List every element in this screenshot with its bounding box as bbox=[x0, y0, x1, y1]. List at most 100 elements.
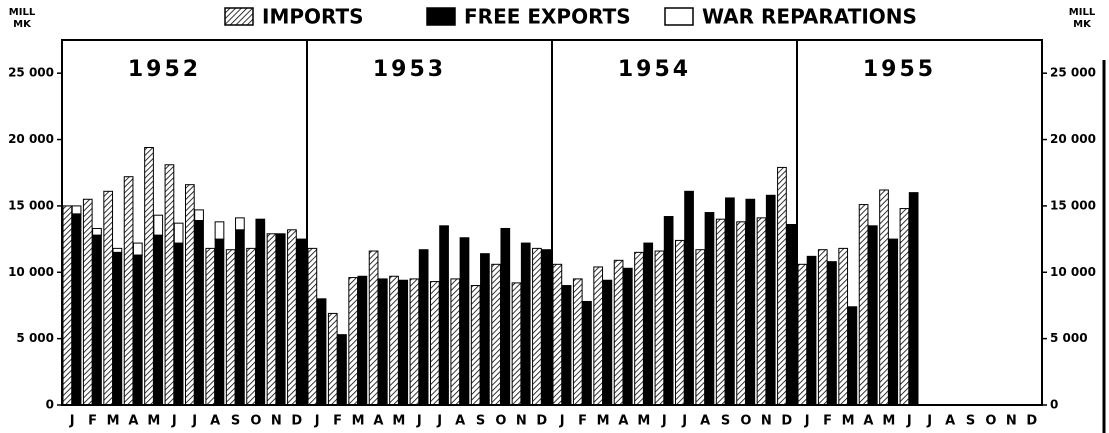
bar bbox=[185, 184, 195, 406]
x-tick-label: A bbox=[455, 414, 465, 429]
bar bbox=[613, 259, 624, 406]
x-tick-label: O bbox=[495, 414, 506, 429]
x-tick-label: M bbox=[637, 414, 650, 429]
y2-tick-label: 15 000 bbox=[1050, 198, 1096, 212]
bar bbox=[888, 238, 899, 406]
bar bbox=[377, 278, 388, 406]
x-tick-label: O bbox=[740, 414, 751, 429]
bar bbox=[368, 250, 379, 406]
legend-swatch bbox=[224, 7, 254, 26]
bar bbox=[307, 247, 318, 406]
x-tick-label: A bbox=[618, 414, 628, 429]
bar bbox=[602, 279, 613, 406]
x-tick-label: D bbox=[536, 414, 547, 429]
bar bbox=[255, 218, 266, 406]
x-tick-label: J bbox=[69, 414, 75, 429]
bar bbox=[287, 229, 297, 406]
legend-label: FREE EXPORTS bbox=[464, 5, 631, 29]
y-tick-label: 5 000 bbox=[16, 331, 54, 345]
x-tick-label: D bbox=[1026, 414, 1037, 429]
x-tick-label: M bbox=[842, 414, 855, 429]
y2-axis-label: MK bbox=[1073, 19, 1092, 30]
bar bbox=[348, 277, 359, 406]
bar bbox=[572, 278, 583, 406]
x-tick-label: N bbox=[516, 414, 527, 429]
x-tick-label: A bbox=[863, 414, 873, 429]
bar bbox=[235, 217, 245, 231]
bar bbox=[296, 238, 306, 406]
y2-tick-label: 20 000 bbox=[1050, 132, 1096, 146]
bar bbox=[634, 251, 644, 406]
legend-label: IMPORTS bbox=[262, 5, 364, 29]
bar bbox=[675, 239, 685, 406]
bar bbox=[246, 247, 256, 406]
bar bbox=[663, 216, 674, 406]
x-tick-label: S bbox=[476, 414, 485, 429]
y-axis-label: MK bbox=[13, 19, 32, 30]
bar bbox=[654, 250, 665, 406]
x-tick-label: A bbox=[210, 414, 220, 429]
bar bbox=[103, 190, 114, 406]
bar bbox=[745, 198, 756, 406]
x-tick-label: J bbox=[559, 414, 565, 429]
bar bbox=[194, 220, 204, 406]
bar bbox=[736, 221, 746, 406]
bar bbox=[194, 209, 204, 222]
x-tick-label: M bbox=[882, 414, 895, 429]
bar bbox=[561, 285, 572, 406]
y2-axis-label: MILL bbox=[1069, 7, 1096, 18]
bar bbox=[879, 189, 889, 406]
legend-swatch bbox=[426, 7, 456, 26]
bar bbox=[797, 263, 808, 406]
bar bbox=[439, 225, 449, 406]
x-tick-label: M bbox=[352, 414, 365, 429]
x-tick-label: N bbox=[271, 414, 282, 429]
bar bbox=[500, 227, 511, 406]
bar bbox=[695, 249, 706, 406]
y2-tick-label: 0 bbox=[1050, 398, 1058, 412]
bar bbox=[480, 253, 490, 406]
bar bbox=[409, 278, 420, 406]
year-label: 1953 bbox=[373, 57, 446, 82]
x-tick-label: S bbox=[231, 414, 240, 429]
x-tick-label: F bbox=[333, 414, 342, 429]
bar bbox=[450, 278, 461, 406]
bar bbox=[112, 251, 123, 406]
bar bbox=[806, 255, 817, 406]
y-tick-label: 10 000 bbox=[8, 265, 54, 279]
bar bbox=[235, 229, 245, 406]
y2-tick-label: 25 000 bbox=[1050, 66, 1096, 80]
x-tick-label: F bbox=[823, 414, 832, 429]
bar bbox=[71, 205, 82, 215]
bar bbox=[491, 263, 501, 406]
bar bbox=[827, 261, 837, 406]
legend-swatch bbox=[664, 7, 694, 26]
bar bbox=[205, 247, 216, 406]
x-tick-label: M bbox=[107, 414, 120, 429]
x-tick-label: J bbox=[171, 414, 177, 429]
bar bbox=[418, 249, 429, 406]
plot-frame bbox=[61, 39, 1043, 406]
x-tick-label: J bbox=[926, 414, 932, 429]
bar bbox=[144, 147, 154, 406]
bar bbox=[71, 213, 82, 406]
x-tick-label: A bbox=[945, 414, 955, 429]
bar bbox=[777, 166, 787, 406]
x-tick-label: M bbox=[147, 414, 160, 429]
bar bbox=[532, 247, 542, 406]
bar bbox=[552, 263, 563, 406]
x-tick-label: J bbox=[804, 414, 810, 429]
x-tick-label: M bbox=[392, 414, 405, 429]
bar bbox=[867, 225, 878, 406]
bar bbox=[92, 234, 102, 406]
x-tick-label: N bbox=[1006, 414, 1017, 429]
bar bbox=[164, 164, 175, 406]
x-tick-label: D bbox=[781, 414, 792, 429]
bar bbox=[838, 247, 849, 406]
bar bbox=[225, 249, 236, 406]
bar bbox=[459, 237, 470, 406]
bar bbox=[511, 282, 522, 406]
bar bbox=[684, 190, 694, 406]
x-tick-label: A bbox=[700, 414, 710, 429]
